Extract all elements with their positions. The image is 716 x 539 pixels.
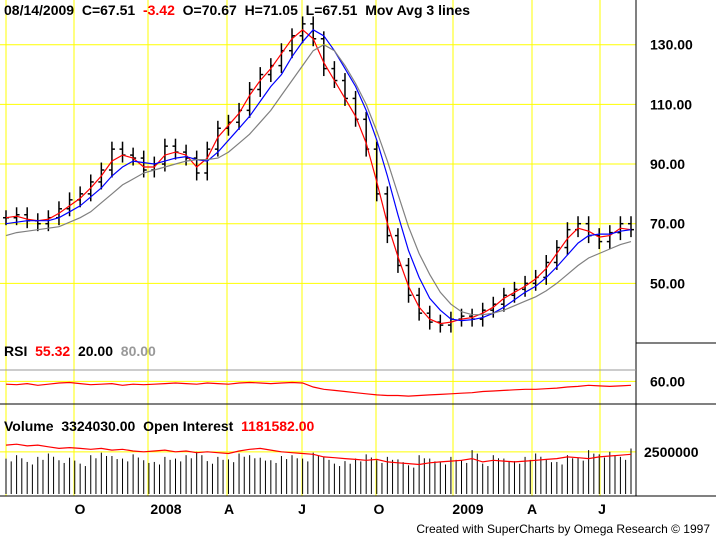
rsi-upper: 80.00 — [120, 343, 156, 359]
header-close: C=67.51 — [81, 2, 136, 18]
grid-lines — [0, 0, 636, 496]
price-y-tick-label: 50.00 — [650, 275, 685, 291]
x-tick-label: 2009 — [452, 501, 483, 517]
open-interest-plot — [5, 443, 632, 466]
volume-bars — [5, 448, 632, 494]
rsi-label: RSI — [4, 343, 28, 359]
x-tick-labels: O 2008 A J O 2009 A J — [75, 501, 606, 517]
rsi-lower: 20.00 — [77, 343, 113, 359]
x-tick-label: A — [527, 501, 537, 517]
open-interest-value: 1181582.00 — [241, 418, 315, 434]
x-tick-label: J — [298, 501, 306, 517]
rsi-value: 55.32 — [35, 343, 71, 359]
header-date: 08/14/2009 — [4, 2, 75, 18]
rsi-line — [5, 381, 632, 397]
rsi-header: RSI 55.32 20.00 80.00 — [4, 343, 156, 359]
x-tick-label: O — [374, 501, 385, 517]
open-interest-label: Open Interest — [143, 418, 234, 434]
moving-averages — [5, 29, 632, 325]
volume-label: Volume — [4, 418, 54, 434]
price-y-tick-label: 90.00 — [650, 156, 685, 172]
y-tick-labels: 50.00 70.00 90.00 110.00 130.00 60.00 2500000 — [644, 37, 699, 460]
price-y-tick-label: 70.00 — [650, 216, 685, 232]
ma-slow-line — [5, 44, 632, 316]
price-y-tick-label: 110.00 — [650, 96, 692, 112]
volume-header: Volume 3324030.00 Open Interest 1181582.… — [4, 418, 314, 434]
x-tick-label: O — [75, 501, 86, 517]
footer-credit: Created with SuperCharts by Omega Resear… — [416, 522, 710, 536]
x-tick-label: 2008 — [150, 501, 181, 517]
volume-value: 3324030.00 — [61, 418, 136, 434]
price-y-tick-label: 130.00 — [650, 37, 693, 53]
ma-fast-line — [5, 29, 632, 325]
axis-lines — [0, 0, 716, 497]
header-indicator: Mov Avg 3 lines — [365, 2, 470, 18]
x-tick-label: J — [598, 501, 606, 517]
ma-mid-line — [5, 29, 632, 322]
price-header: 08/14/2009 C=67.51 -3.42 O=70.67 H=71.05… — [4, 2, 470, 18]
rsi-y-tick-label: 60.00 — [650, 373, 685, 389]
open-interest-line — [5, 443, 632, 466]
header-low: L=67.51 — [305, 2, 358, 18]
header-change: -3.42 — [142, 2, 175, 18]
volume-y-tick-label: 2500000 — [644, 444, 699, 460]
price-bars — [3, 16, 634, 333]
header-open: O=70.67 — [182, 2, 237, 18]
header-high: H=71.05 — [244, 2, 298, 18]
x-tick-label: A — [224, 501, 234, 517]
rsi-plot — [0, 369, 636, 405]
